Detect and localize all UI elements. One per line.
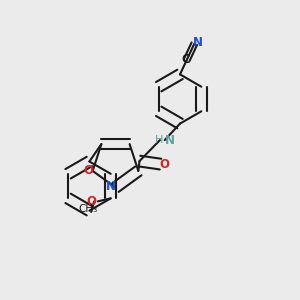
Text: C: C: [182, 53, 190, 66]
Text: O: O: [83, 164, 94, 177]
Text: O: O: [160, 158, 170, 171]
Text: N: N: [165, 134, 175, 147]
Text: N: N: [106, 180, 116, 194]
Text: H: H: [155, 135, 164, 145]
Text: O: O: [86, 195, 96, 208]
Text: N: N: [193, 36, 203, 49]
Text: CH₃: CH₃: [79, 204, 98, 214]
